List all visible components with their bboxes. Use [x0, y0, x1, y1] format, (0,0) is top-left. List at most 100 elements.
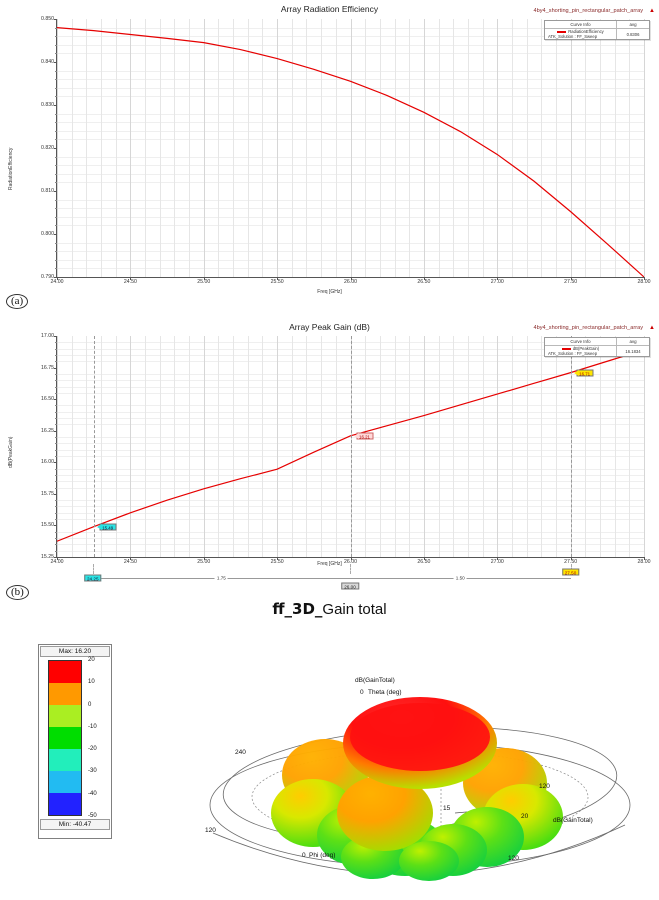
y-axis-tick-label: 16.25: [41, 427, 54, 434]
y-tick-mark: [55, 348, 57, 350]
delta-marker-left[interactable]: 24.25: [84, 574, 102, 582]
y-tick-mark: [55, 199, 57, 201]
chart-radiation-efficiency: Array Radiation Efficiency 4by4_shorting…: [0, 0, 659, 300]
curve-marker-m3[interactable]: 16.71: [576, 369, 594, 377]
chart-b-x-axis-label: Freq [GHz]: [317, 561, 342, 567]
colorbar-tick-label: -50: [88, 813, 97, 819]
curve-marker-m1[interactable]: 15.49: [99, 523, 117, 531]
x-tick-mark: [57, 277, 58, 280]
grid-line-vertical: [511, 336, 513, 557]
x-axis-tick-label: 24.00: [50, 559, 64, 565]
x-axis-tick-label: 28.00: [637, 279, 651, 285]
y-tick-mark: [55, 342, 57, 344]
x-axis-tick-label: 25.50: [270, 279, 284, 285]
legend-header-avg: avg: [616, 338, 649, 346]
y-tick-mark: [55, 380, 57, 382]
curve-marker-m2[interactable]: 16.21: [356, 432, 373, 440]
y-axis-tick-label: 16.75: [41, 364, 54, 371]
grid-line-vertical-major: [130, 19, 132, 277]
y-axis-tick-label: 15.25: [41, 554, 54, 560]
y-tick-mark: [55, 512, 57, 514]
y-tick-mark: [55, 113, 57, 115]
x-tick-mark: [497, 557, 499, 560]
y-tick-mark: [55, 361, 57, 363]
grid-line-vertical: [71, 19, 73, 277]
grid-line-vertical: [306, 19, 308, 277]
y-tick-mark: [55, 386, 57, 388]
marker-delta-bar[interactable]: 24.25 26.00 27.50 1.75 1.50: [56, 564, 644, 590]
colorbar-tick-label: 0: [88, 701, 92, 708]
grid-line-vertical: [379, 19, 381, 277]
y-tick-mark: [55, 139, 57, 141]
design-marker-icon: ▲: [649, 325, 655, 331]
y-tick-mark: [55, 373, 57, 375]
y-tick-mark: [55, 531, 57, 533]
grid-line-vertical: [189, 19, 191, 277]
colorbar-max-label: Max: 16.20: [40, 646, 110, 657]
legend-series-sub: ATK_Solution : FF_Sweep: [548, 351, 598, 356]
grid-line-vertical: [321, 19, 323, 277]
y-tick-mark: [55, 182, 57, 184]
x-axis-tick-label: 28.00: [637, 559, 651, 565]
x-tick-mark: [350, 557, 352, 560]
y-axis-tick-label: 15.50: [41, 522, 54, 529]
y-tick-mark: [54, 399, 57, 401]
y-tick-mark: [54, 19, 57, 20]
grid-line-vertical-major: [57, 19, 58, 277]
ff3d-radiation-pattern[interactable]: dB(GainTotal) 0 Theta (deg) 240 120 120 …: [205, 677, 655, 900]
grid-line-vertical: [541, 336, 543, 557]
delta-marker-right[interactable]: 27.50: [561, 568, 580, 576]
chart-b-title: Array Peak Gain (dB): [289, 322, 370, 332]
grid-line-vertical: [174, 19, 176, 277]
grid-line-vertical: [335, 19, 337, 277]
x-axis-tick-label: 24.50: [123, 559, 137, 565]
y-tick-mark: [54, 430, 57, 432]
grid-line-vertical: [101, 19, 103, 277]
y-tick-mark: [55, 474, 57, 476]
y-tick-mark: [55, 27, 57, 29]
delta-span-right: 1.50: [453, 575, 467, 581]
y-tick-mark: [55, 519, 57, 521]
grid-line-vertical: [379, 336, 381, 557]
y-tick-mark: [55, 156, 57, 158]
colorbar: Max: 16.20 20 10 0 -10 -20 -30 -40 -50 Min: -40…: [38, 644, 112, 839]
y-tick-mark: [55, 242, 57, 244]
y-tick-mark: [55, 449, 57, 451]
chart-a-y-axis-label: RadiationEfficiency: [8, 147, 14, 190]
y-axis-tick-label: 0.800: [41, 231, 54, 237]
ff3d-radial-tick-20: 20: [521, 813, 529, 820]
grid-line-vertical: [453, 19, 455, 277]
grid-line-vertical: [585, 19, 587, 277]
legend-series-label: dB(PeakGain): [572, 346, 600, 351]
y-tick-mark: [55, 53, 57, 55]
grid-line-vertical: [541, 19, 543, 277]
grid-line-vertical: [438, 336, 440, 557]
chart-a-legend[interactable]: Curve Info avg RadiationEfficiency 0.830…: [544, 20, 650, 40]
y-axis-tick-label: 0.850: [41, 16, 54, 22]
delta-marker-mid[interactable]: 26.00: [341, 582, 359, 590]
y-tick-mark: [54, 367, 57, 369]
grid-line-vertical-major: [350, 19, 352, 277]
ff3d-canvas: [209, 697, 631, 881]
ff3d-theta-label: Theta (deg): [368, 689, 402, 696]
grid-line-vertical: [555, 336, 557, 557]
design-marker-icon: ▲: [649, 8, 655, 14]
ff3d-radial-tick-15: 15: [443, 805, 451, 812]
x-axis-tick-label: 25.50: [270, 559, 284, 565]
y-tick-mark: [55, 487, 57, 489]
colorbar-segment: [49, 705, 81, 727]
grid-line-vertical: [233, 336, 235, 557]
grid-line-vertical-major: [423, 336, 425, 557]
x-axis-tick-label: 27.00: [490, 279, 504, 285]
y-tick-mark: [54, 62, 57, 63]
chart-a-title: Array Radiation Efficiency: [280, 4, 379, 14]
x-tick-mark: [57, 557, 58, 560]
y-axis-tick-label: 17.00: [41, 333, 54, 339]
grid-line-vertical: [189, 336, 191, 557]
grid-line-vertical: [291, 19, 293, 277]
y-tick-mark: [55, 96, 57, 98]
y-axis-tick-label: 0.840: [41, 59, 54, 65]
ff3d-right-quantity-label: dB(GainTotal): [553, 817, 593, 824]
chart-b-legend[interactable]: Curve Info avg dB(PeakGain) 16.1834 ATK_…: [544, 337, 650, 357]
legend-series-sub: ATK_Solution : FF_Sweep: [548, 34, 598, 39]
